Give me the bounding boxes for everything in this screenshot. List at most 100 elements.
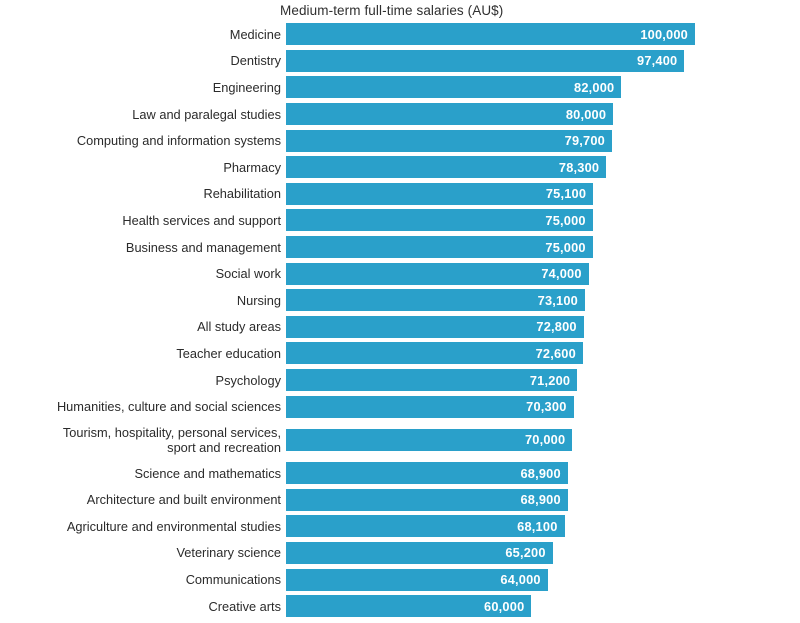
bar-track: 68,900 (286, 487, 800, 514)
bar-value-label: 75,000 (545, 239, 586, 255)
category-label: Computing and information systems (76, 133, 281, 149)
bar-value-label: 71,200 (529, 372, 571, 388)
bar-value-label: 68,900 (520, 465, 561, 481)
bar-row: Teacher education 72,600 (0, 340, 800, 367)
category-label: Engineering (212, 79, 281, 95)
bar-track: 80,000 (286, 101, 800, 128)
bar-track: 70,300 (286, 393, 800, 420)
category-label: Pharmacy (223, 159, 281, 175)
bar[interactable]: 72,600 (286, 342, 583, 365)
bar-track: 72,600 (286, 340, 800, 367)
bar-value-label: 75,100 (545, 186, 587, 202)
category-label: Humanities, culture and social sciences (56, 399, 281, 415)
bar-row: Pharmacy 78,300 (0, 154, 800, 181)
bar[interactable]: 70,300 (286, 395, 574, 418)
category-label: Nursing (236, 292, 281, 308)
category-label: Creative arts (208, 598, 281, 614)
bar-track: 79,700 (286, 127, 800, 154)
bar[interactable]: 75,000 (286, 236, 593, 259)
bar-row: All study areas 72,800 (0, 314, 800, 341)
category-label: Tourism, hospitality, personal services,… (62, 424, 281, 455)
bar-row: Creative arts 60,000 (0, 593, 800, 620)
bar-value-label: 68,100 (517, 518, 558, 534)
category-label: Psychology (215, 372, 281, 388)
bar-row: Agriculture and environmental studies 68,… (0, 513, 800, 540)
bar-row: Social work 74,000 (0, 260, 800, 287)
bar-row: Engineering 82,000 (0, 74, 800, 101)
bar[interactable]: 82,000 (286, 76, 622, 99)
chart-title: Medium-term full-time salaries (AU$) (280, 3, 504, 18)
bar[interactable]: 78,300 (286, 156, 607, 179)
category-label: Rehabilitation (203, 186, 281, 202)
bar[interactable]: 80,000 (286, 103, 614, 126)
bar-value-label: 100,000 (640, 26, 688, 42)
bar[interactable]: 71,200 (286, 369, 578, 392)
category-label: Teacher education (176, 345, 281, 361)
category-label: Social work (215, 266, 281, 282)
bar-value-label: 64,000 (500, 572, 541, 588)
bar-value-label: 72,800 (536, 319, 577, 335)
bar-row: Nursing 73,100 (0, 287, 800, 314)
bar-row: Psychology 71,200 (0, 367, 800, 394)
bar-row: Medicine 100,000 (0, 21, 800, 48)
bar-track: 78,300 (286, 154, 800, 181)
bar-value-label: 70,300 (526, 399, 567, 415)
bar[interactable]: 75,100 (286, 182, 594, 205)
bar-value-label: 68,900 (520, 492, 561, 508)
bar-track: 68,900 (286, 460, 800, 487)
bar-track: 71,200 (286, 367, 800, 394)
bar-track: 65,200 (286, 540, 800, 567)
bar-value-label: 60,000 (484, 598, 525, 614)
bar-row: Communications 64,000 (0, 566, 800, 593)
category-label: Agriculture and environmental studies (66, 518, 281, 534)
bar-row: Veterinary science 65,200 (0, 540, 800, 567)
bar-value-label: 65,200 (505, 545, 546, 561)
bar-track: 82,000 (286, 74, 800, 101)
bar[interactable]: 68,900 (286, 462, 568, 485)
bar-track: 73,100 (286, 287, 800, 314)
bar-row: Business and management 75,000 (0, 234, 800, 261)
bar-track: 97,400 (286, 48, 800, 75)
bar[interactable]: 73,100 (286, 289, 585, 312)
bar-value-label: 75,000 (545, 212, 586, 228)
bar[interactable]: 79,700 (286, 129, 612, 152)
bar[interactable]: 65,200 (286, 541, 553, 564)
bar[interactable]: 68,900 (286, 488, 568, 511)
bar[interactable]: 64,000 (286, 568, 548, 591)
bar-row: Science and mathematics 68,900 (0, 460, 800, 487)
bar-track: 70,000 (286, 420, 800, 460)
bar-row: Dentistry 97,400 (0, 48, 800, 75)
chart-plot-area: Medicine 100,000 Dentistry 97,400 Engineerin… (0, 21, 800, 619)
bar-track: 75,000 (286, 234, 800, 261)
bar-track: 100,000 (286, 21, 800, 48)
category-label: Health services and support (122, 212, 281, 228)
bar-row: Rehabilitation 75,100 (0, 181, 800, 208)
bar-value-label: 70,000 (524, 432, 566, 448)
bar-track: 60,000 (286, 593, 800, 620)
bar[interactable]: 68,100 (286, 515, 565, 538)
bar-row: Tourism, hospitality, personal services,… (0, 420, 800, 460)
bar-track: 75,000 (286, 207, 800, 234)
category-label: Business and management (125, 239, 281, 255)
bar-value-label: 74,000 (541, 266, 582, 282)
bar[interactable]: 97,400 (286, 49, 685, 72)
bar[interactable]: 74,000 (286, 262, 589, 285)
bar-value-label: 80,000 (565, 106, 607, 122)
category-label: All study areas (197, 319, 281, 335)
bar-value-label: 82,000 (574, 79, 615, 95)
bar[interactable]: 72,800 (286, 315, 584, 338)
category-label: Law and paralegal studies (132, 106, 281, 122)
bar[interactable]: 60,000 (286, 595, 532, 618)
category-label: Architecture and built environment (86, 492, 281, 508)
category-label: Communications (185, 572, 281, 588)
bar-row: Architecture and built environment 68,900 (0, 487, 800, 514)
category-label: Veterinary science (176, 545, 281, 561)
bar[interactable]: 70,000 (286, 428, 573, 451)
bar-track: 68,100 (286, 513, 800, 540)
bar-row: Law and paralegal studies 80,000 (0, 101, 800, 128)
bar[interactable]: 100,000 (286, 23, 695, 46)
bar-track: 72,800 (286, 314, 800, 341)
category-label: Science and mathematics (134, 465, 281, 481)
bar[interactable]: 75,000 (286, 209, 593, 232)
